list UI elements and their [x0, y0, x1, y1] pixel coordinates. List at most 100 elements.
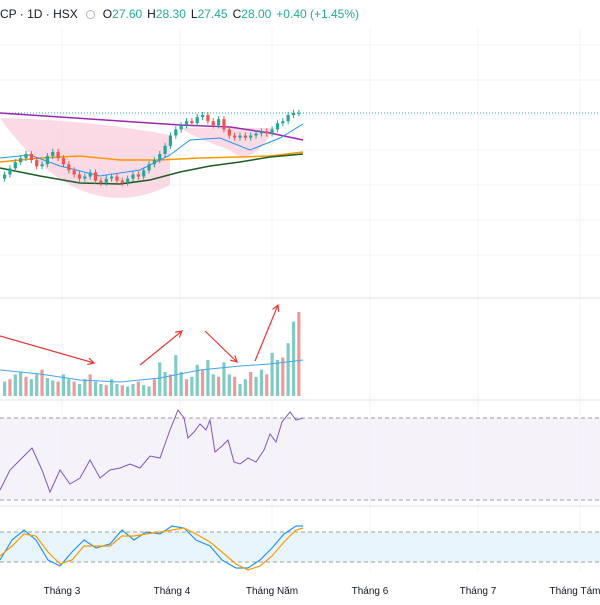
candle-body — [281, 121, 285, 124]
candle-body — [8, 168, 12, 175]
candle-body — [147, 164, 151, 171]
candle-body — [265, 131, 269, 134]
x-axis-month-label: Tháng 4 — [154, 586, 191, 597]
stoch-d-line — [0, 527, 304, 571]
x-axis-month-label: Tháng Năm — [246, 586, 298, 597]
volume-bar — [99, 384, 103, 396]
close-value: 28.00 — [241, 7, 272, 21]
candle-body — [142, 170, 146, 177]
candle-body — [152, 160, 156, 165]
candle-body — [77, 174, 82, 179]
trend-arrow-line — [0, 335, 95, 364]
volume-bar — [158, 362, 162, 396]
volume-bar — [275, 360, 280, 396]
ma-purple-line — [0, 112, 304, 141]
trend-arrow-head — [272, 303, 280, 313]
volume-bar — [56, 381, 60, 396]
close-label: C — [232, 7, 242, 21]
candle-body — [93, 172, 98, 181]
candle-body — [51, 151, 55, 157]
open-value: 27.60 — [112, 7, 143, 21]
candle-body — [168, 135, 173, 146]
candle-body — [29, 154, 33, 161]
x-axis-month-label: Tháng Tám — [550, 586, 600, 597]
candle-body — [35, 160, 39, 167]
candle-body — [243, 135, 247, 138]
volume-bar — [238, 384, 242, 396]
trend-arrow-head — [175, 330, 183, 338]
candle-body — [200, 115, 205, 118]
volume-bar — [104, 385, 108, 396]
market-status-dot-icon — [85, 9, 95, 19]
x-axis-month-label: Tháng 7 — [460, 586, 497, 597]
volume-bar — [29, 379, 33, 396]
volume-bar — [51, 380, 55, 396]
candle-body — [88, 172, 92, 177]
candle-body — [126, 178, 130, 183]
volume-bar — [249, 372, 253, 396]
volume-bar — [147, 386, 151, 396]
candle-body — [83, 176, 87, 179]
candle-body — [120, 180, 124, 183]
volume-bar — [67, 379, 71, 396]
volume-bar — [72, 381, 76, 396]
candle-body — [13, 162, 17, 169]
candle-body — [72, 170, 76, 175]
low-label: L — [190, 7, 198, 21]
stoch-band — [0, 532, 600, 562]
candle-body — [211, 121, 215, 126]
candle-body — [270, 129, 274, 134]
rsi-band — [0, 418, 600, 500]
volume-bar — [200, 369, 205, 396]
candle-body — [275, 123, 280, 130]
volume-bar — [270, 352, 274, 396]
trend-arrow-head — [87, 357, 96, 366]
volume-bar — [40, 369, 44, 396]
candle-body — [136, 174, 140, 177]
candle-body — [259, 131, 263, 134]
candle-body — [249, 135, 253, 138]
symbol-legend: CP · 1D · HSX O 27.60 H 28.30 L 27.45 C 28.0… — [0, 4, 359, 24]
volume-bar — [120, 385, 124, 396]
candle-body — [297, 113, 301, 114]
volume-bar — [174, 355, 178, 396]
candle-body — [61, 158, 66, 165]
candle-body — [99, 180, 103, 183]
candle-body — [40, 164, 44, 167]
volume-bar — [233, 376, 237, 396]
volume-bar — [179, 372, 183, 396]
volume-bar — [265, 374, 269, 396]
candle-body — [238, 135, 242, 138]
volume-bar — [136, 381, 140, 396]
ma-dark-line — [0, 153, 304, 185]
volume-bar — [168, 374, 173, 396]
candle-body — [179, 125, 183, 130]
volume-bar — [281, 357, 285, 396]
candle-body — [217, 119, 221, 126]
candle-body — [222, 119, 226, 130]
trend-arrow-line — [204, 330, 238, 363]
candle-body — [195, 117, 199, 124]
candle-body — [19, 158, 23, 163]
rsi-line — [0, 408, 304, 494]
volume-bar — [259, 369, 263, 396]
candle-body — [3, 174, 7, 179]
volume-bar — [77, 384, 82, 396]
candle-body — [158, 154, 162, 161]
candle-body — [184, 121, 189, 126]
volume-bar — [83, 379, 87, 396]
symbol-title[interactable]: CP · 1D · HSX — [0, 7, 78, 21]
volume-bar — [190, 376, 194, 396]
volume-bar — [206, 360, 210, 396]
candle-body — [56, 151, 60, 159]
candle-body — [286, 115, 290, 122]
volume-bar — [243, 379, 247, 396]
volume-bar — [24, 376, 28, 396]
x-axis-month-label: Tháng 6 — [352, 586, 389, 597]
volume-bar — [110, 379, 114, 396]
volume-bar — [222, 362, 226, 396]
volume-bar — [88, 374, 92, 396]
volume-bar — [184, 379, 189, 396]
